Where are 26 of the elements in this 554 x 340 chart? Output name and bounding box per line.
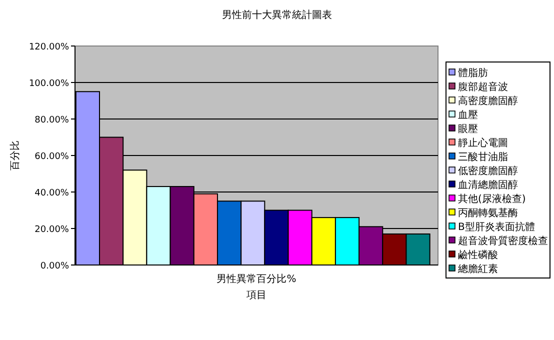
legend-label: 血清總膽固醇 [458,179,518,191]
legend-label: 血壓 [458,109,478,121]
y-tick-label: 40.00% [34,188,70,198]
legend-label: 三酸甘油脂 [458,151,508,163]
y-tick-label: 80.00% [34,116,70,126]
legend-label: 超音波骨質密度檢查 [458,235,548,247]
legend-label: 靜止心電圖 [458,137,508,149]
legend-label: 低密度膽固醇 [458,165,518,177]
legend-label: B型肝炎表面抗體 [458,221,535,233]
y-tick-label: 60.00% [34,152,70,162]
chart-title: 男性前十大異常統計圖表 [222,9,332,21]
legend-label: 總膽紅素 [457,263,498,275]
x-tick-label: 男性異常百分比% [216,273,296,285]
legend-label: 腹部超音波 [458,81,508,93]
legend-label: 高密度膽固醇 [458,95,518,107]
legend-label: 體脂肪 [458,67,488,79]
legend-label: 其他(尿液檢查) [458,193,526,205]
legend-label: 眼壓 [458,123,478,135]
y-tick-label: 20.00% [34,225,70,235]
x-axis-title: 項目 [246,290,266,301]
legend-label: 丙酮轉氨基酶 [458,207,518,219]
y-tick-label: 120.00% [28,42,70,52]
y-tick-label: 100.00% [28,79,70,89]
y-axis-title: 百分比 [9,140,21,170]
legend-label: 鹼性磷酸 [458,249,498,261]
y-tick-label: 0.00% [40,262,70,272]
